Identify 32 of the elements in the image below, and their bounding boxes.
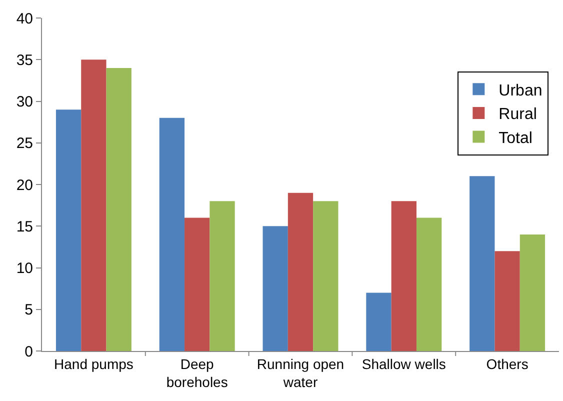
- legend-label: Total: [498, 130, 532, 148]
- bar: [159, 118, 185, 351]
- bar: [81, 60, 106, 351]
- bar: [416, 218, 442, 351]
- bar: [184, 218, 210, 351]
- y-tick-label: 25: [16, 135, 33, 152]
- bar: [366, 292, 392, 351]
- y-tick-label: 15: [16, 218, 33, 236]
- x-tick-label: Others: [486, 356, 528, 372]
- x-tick-label: Shallow wells: [362, 356, 446, 372]
- y-tick-label: 10: [16, 260, 33, 277]
- x-tick-label: Running open water: [256, 356, 344, 390]
- bar: [520, 234, 546, 351]
- y-tick-label: 30: [16, 94, 33, 110]
- bar: [313, 201, 338, 351]
- bar: [56, 110, 82, 351]
- y-tick-label: 20: [16, 176, 33, 194]
- legend-label: Rural: [498, 106, 537, 124]
- bar: [470, 176, 495, 351]
- y-tick-label: 40: [16, 10, 33, 28]
- bar: [391, 201, 416, 351]
- y-tick-label: 5: [24, 302, 33, 319]
- legend-label: Urban: [498, 82, 542, 100]
- bar: [288, 192, 314, 351]
- bar: [210, 201, 235, 351]
- bar: [106, 68, 132, 351]
- x-tick-label: Deep boreholes: [166, 356, 228, 390]
- bar: [494, 251, 520, 351]
- bar: [262, 226, 288, 351]
- y-tick-label: 0: [24, 343, 33, 360]
- y-tick-label: 35: [16, 52, 33, 69]
- x-tick-label: Hand pumps: [54, 356, 134, 372]
